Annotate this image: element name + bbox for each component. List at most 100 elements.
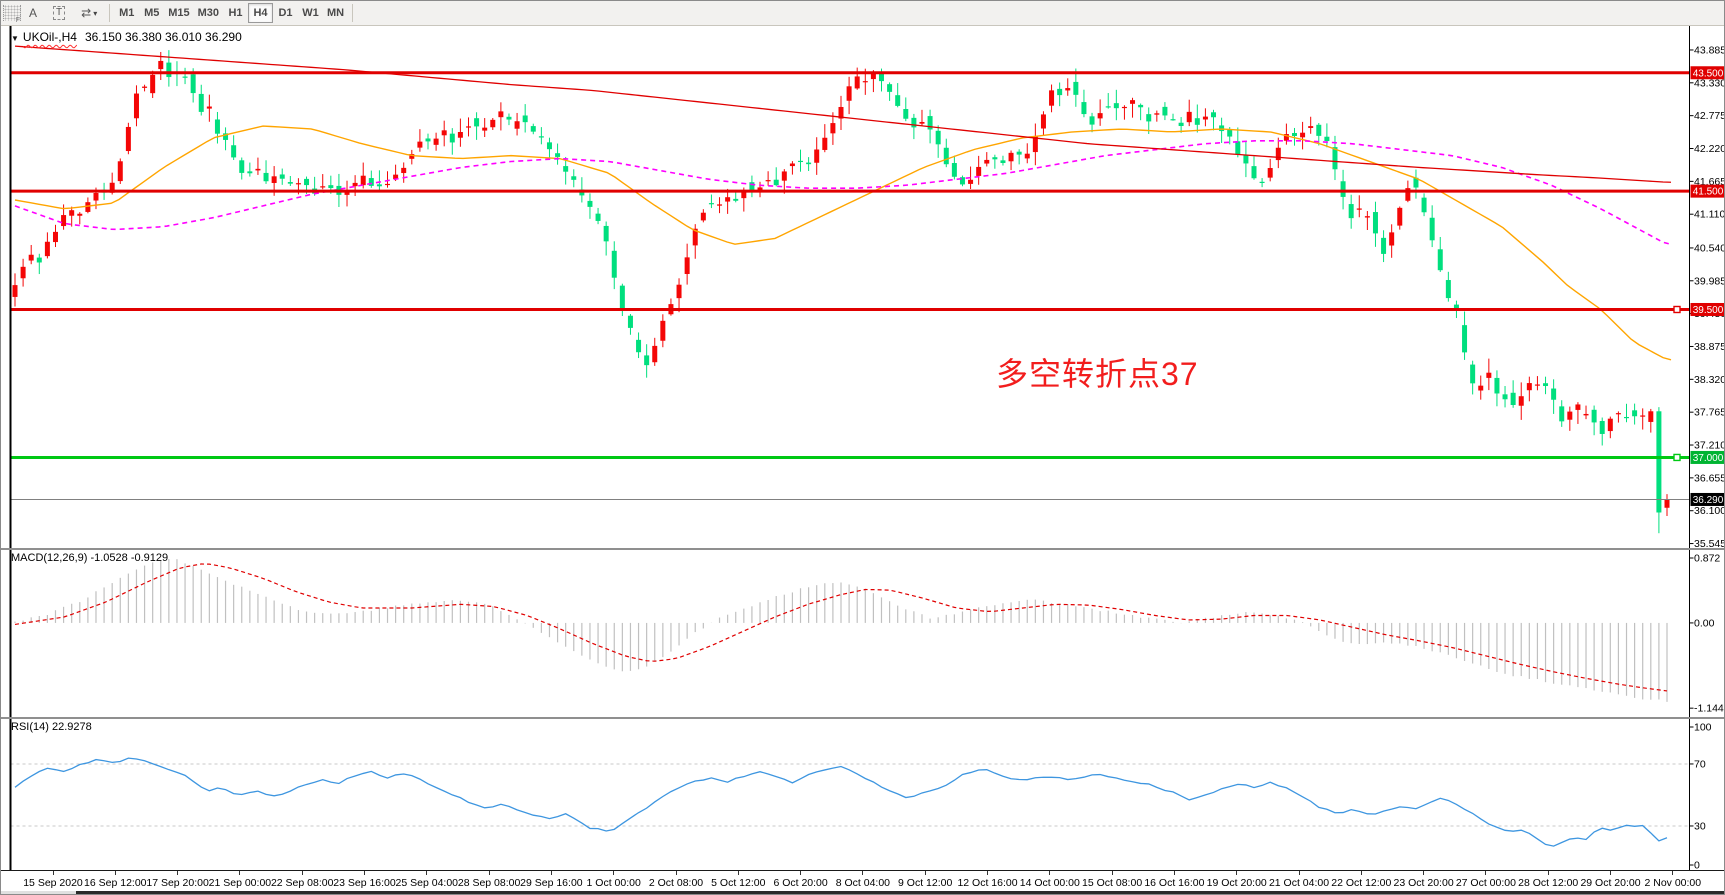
timeframe-m1[interactable]: M1 [114, 3, 139, 23]
candle-body [1024, 153, 1030, 159]
candle-body [393, 174, 399, 180]
time-tick [550, 871, 552, 875]
price-badge [1690, 450, 1724, 464]
candle-body [1526, 383, 1532, 391]
rsi-pane[interactable]: 100 70 30 0 [1, 717, 1724, 870]
candle-body [1381, 237, 1387, 254]
symbol-dropdown-icon[interactable]: ▼ [11, 34, 19, 43]
candle-body [619, 285, 625, 309]
candle-body [1502, 394, 1508, 400]
candle-body [1356, 208, 1362, 210]
candle-body [1591, 409, 1597, 423]
timeframe-d1[interactable]: D1 [273, 3, 298, 23]
candle-body [1275, 147, 1281, 161]
candle-body [1445, 280, 1451, 299]
ma-red-line[interactable] [14, 45, 1672, 183]
timeframe-w1[interactable]: W1 [298, 3, 323, 23]
time-axis-label: 2 Oct 08:00 [648, 877, 704, 889]
rsi-tick-label: 30 [1694, 820, 1706, 832]
candle-body [1405, 188, 1411, 201]
timeframe-h4[interactable]: H4 [248, 3, 274, 23]
toolbar-separator [352, 4, 354, 22]
toolbar: F A T ⇄ ▾ M1 M5 M15 M30 H1 H4 D1 W1 MN [1, 1, 1724, 26]
candle-body [1219, 125, 1225, 132]
time-axis-label: 21 Sep 00:00 [208, 877, 272, 889]
time-axis-label: 22 Oct 12:00 [1331, 877, 1392, 889]
macd-histogram [14, 559, 1668, 702]
dropdown-caret-icon: ▾ [93, 8, 98, 18]
candle-body [1186, 111, 1192, 123]
candle-body [781, 171, 787, 181]
candle-body [968, 179, 974, 184]
candle-body [992, 157, 998, 160]
arrows-tool-button[interactable]: ⇄ ▾ [74, 3, 104, 23]
candle-body [587, 200, 593, 207]
candle-body [263, 172, 269, 182]
rsi-tick-label: 0 [1694, 860, 1700, 871]
label-tool-button[interactable]: A [22, 3, 44, 23]
candle-body [1138, 104, 1144, 108]
candle-body [368, 178, 374, 186]
candle-body [1235, 141, 1241, 155]
time-tick [177, 871, 179, 875]
candle-body [1656, 411, 1662, 513]
candle-body [304, 178, 310, 186]
candle-body [320, 186, 326, 188]
time-tick [1111, 871, 1113, 875]
candle-body [465, 126, 471, 128]
price-tick-label: 43.330 [1694, 77, 1725, 89]
candle-body [773, 179, 779, 186]
text-tool-button[interactable]: T [46, 3, 72, 23]
candle-body [1300, 132, 1306, 138]
timeframe-m30[interactable]: M30 [194, 3, 223, 23]
timeframe-h1[interactable]: H1 [223, 3, 248, 23]
candle-body [1494, 377, 1500, 394]
time-tick [1423, 871, 1425, 875]
hline-handle[interactable] [1673, 305, 1681, 314]
rsi-line [14, 757, 1668, 847]
chart-text-annotation[interactable]: 多空转折点37 [996, 356, 1199, 392]
candle-body [1316, 124, 1322, 136]
candle-body [425, 138, 431, 142]
candle-body [976, 166, 982, 176]
toolbar-grip[interactable]: F [3, 5, 21, 24]
timeframe-m5[interactable]: M5 [139, 3, 164, 23]
candle-body [498, 111, 504, 118]
candle-body [1648, 411, 1654, 422]
macd-pane[interactable]: 0.872 0.00 -1.1444 [1, 548, 1724, 717]
price-chart-pane[interactable]: 43.885 43.330 42.775 42.220 41.665 41.110 40.5… [1, 26, 1724, 548]
candle-body [878, 72, 884, 82]
candle-body [1130, 100, 1136, 104]
price-badge-label: 43.500 [1693, 68, 1724, 79]
candle-body [239, 160, 245, 173]
candle-body [1575, 404, 1581, 410]
price-tick-label: 43.885 [1694, 44, 1725, 56]
ma-magenta-line[interactable] [14, 140, 1672, 246]
timeframe-m15[interactable]: M15 [164, 3, 193, 23]
candle-body [125, 126, 131, 152]
candle-body [676, 284, 682, 299]
candle-body [1348, 204, 1354, 219]
time-tick [862, 871, 864, 875]
hline-handle[interactable] [1673, 453, 1681, 462]
candle-body [1259, 181, 1265, 183]
candle-body [571, 176, 577, 180]
ma-orange-line[interactable] [14, 125, 1672, 361]
candle-body [1470, 364, 1476, 384]
grip-label: F [15, 17, 20, 24]
candle-body [1154, 113, 1160, 115]
time-tick [1298, 871, 1300, 875]
candle-body [1429, 217, 1435, 241]
timeframe-mn[interactable]: MN [323, 3, 348, 23]
candle-body [1389, 232, 1395, 246]
time-tick [426, 871, 428, 875]
candle-body [951, 163, 957, 177]
time-axis[interactable]: 15 Sep 2020 16 Sep 12:00 17 Sep 20:00 21 Se… [1, 870, 1724, 894]
rsi-indicator-label: RSI(14) 22.9278 [11, 721, 92, 733]
candle-body [231, 145, 237, 158]
candle-body [328, 185, 334, 189]
candle-body [1016, 151, 1022, 155]
candle-body [546, 142, 552, 150]
time-axis-label: 12 Oct 16:00 [957, 877, 1018, 889]
time-tick [987, 871, 988, 875]
